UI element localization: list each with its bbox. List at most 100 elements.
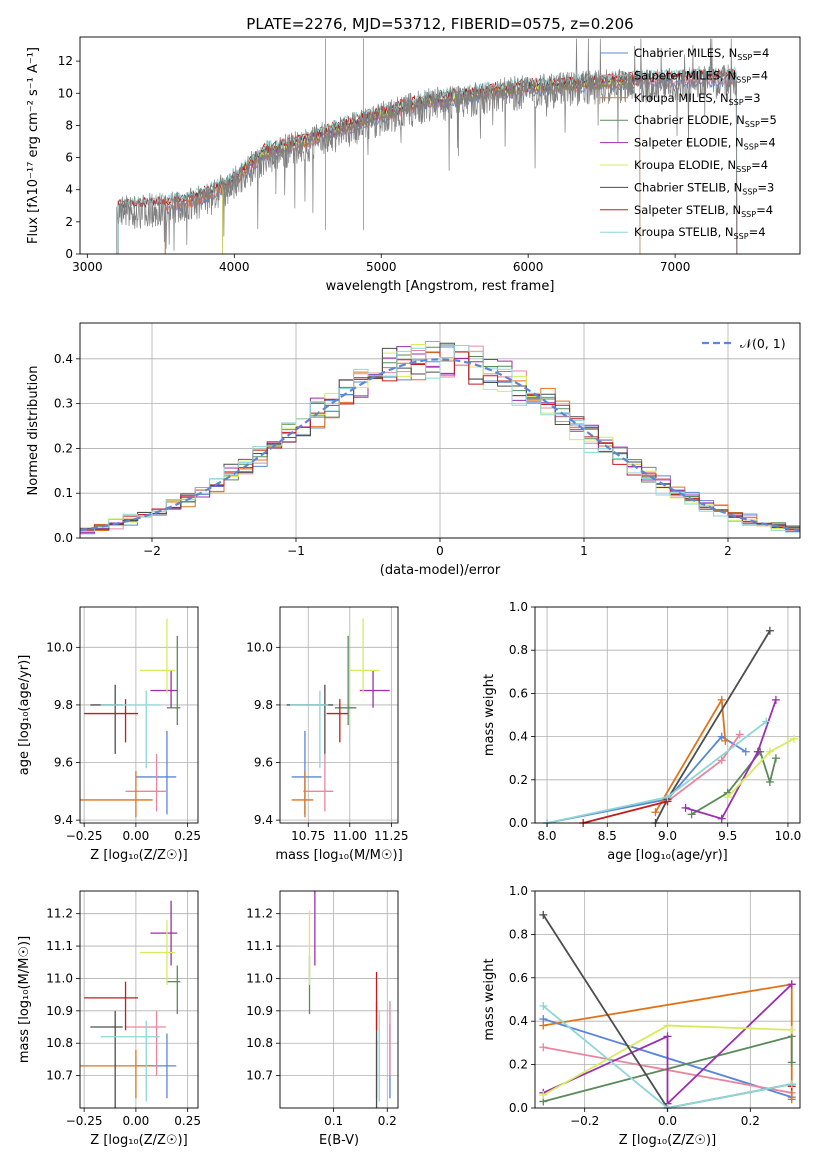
y-tick-label: 0.6 [509,971,528,985]
y-tick-label: 0.4 [509,1014,528,1028]
x-axis-label: wavelength [Angstrom, rest frame] [326,279,555,294]
y-tick-label: 1.0 [509,600,528,614]
axes-frame [279,606,399,824]
x-tick-label: 0.25 [174,1114,201,1128]
y-tick-label: 0.4 [509,730,528,744]
y-tick-label: 11.0 [46,971,73,985]
legend-label: Kroupa ELODIE, NSSP=4 [634,158,768,174]
y-tick-label: 0.2 [54,441,73,455]
y-axis-label: Flux [fλ10⁻¹⁷ erg cm⁻² s⁻¹ A⁻¹] [26,47,41,244]
y-tick-label: 10 [58,86,73,100]
x-tick-label: 0.2 [741,1114,760,1128]
label-part: SSP [741,210,756,219]
x-axis-label: mass [log₁₀(M/M☉)] [275,848,402,863]
y-tick-label: 0.2 [509,773,528,787]
x-tick-label: 2 [724,544,732,558]
z-weight-panel: −0.2 0.0 0.2 0.0 0.2 0.4 0.6 0.8 1.0 Z [log₁₀(Z/Z… [482,884,801,1148]
label-part: =4 [759,136,776,150]
label-part: Chabrier MILES, N [634,46,737,60]
x-tick-label: 0.25 [174,829,201,843]
label-part: SSP [736,75,751,84]
y-tick-label: 0.0 [54,531,73,545]
x-tick-label: 10.75 [291,829,325,843]
plot-area [286,618,390,818]
x-tick-label: 11.25 [374,829,408,843]
y-tick-label: 0 [65,247,73,261]
x-tick-label: 0 [436,544,444,558]
y-tick-label: 0.8 [509,643,528,657]
plot-area [543,626,798,827]
x-tick-label: 11.00 [333,829,367,843]
x-tick-label: 8.0 [537,829,556,843]
legend-label: Kroupa STELIB, NSSP=4 [634,225,766,241]
x-tick-label: 1 [580,544,588,558]
y-tick-label: 0.0 [509,816,528,830]
y-axis-label: age [log₁₀(age/yr)] [17,655,32,776]
plot-area [80,900,181,1108]
mass-weight-line [582,800,668,824]
axes-frame [79,606,199,824]
plot-area [308,891,391,1108]
residual-panel: −2 −1 0 1 2 0.0 0.1 0.2 0.3 0.4 (data-model)/error… [26,322,801,578]
axes-frame [79,322,801,539]
x-tick-label: 0.1 [324,1114,343,1128]
mass-age-panel: 10.75 11.00 11.25 9.4 9.6 9.8 10.0 mass [log₁₀(… [246,606,409,863]
label-part: =4 [756,203,773,217]
x-axis-label: Z [log₁₀(Z/Z☉)] [90,1133,187,1148]
axes-frame [279,890,399,1109]
mass-weight-line [654,697,727,813]
label-part: =4 [751,68,768,82]
legend-label: Salpeter STELIB, NSSP=4 [634,203,773,219]
x-tick-label: 4000 [219,260,250,274]
y-tick-label: 11.0 [246,971,273,985]
y-tick-label: 0.0 [509,1101,528,1115]
y-tick-label: 10.8 [246,1036,273,1050]
x-tick-label: 10.0 [775,829,802,843]
age-weight-panel: 8.0 8.5 9.0 9.5 10.0 0.0 0.2 0.4 0.6 0.8 1.0 age [l… [482,600,801,863]
residual-histogram [80,344,800,533]
observed-spectrum-line [116,38,738,255]
x-tick-label: 9.0 [658,829,677,843]
legend-label: Salpeter ELODIE, NSSP=4 [634,136,776,152]
y-axis-label: mass [log₁₀(M/M☉)] [17,936,32,1063]
x-tick-label: −1 [287,544,305,558]
y-tick-label: 10.7 [246,1069,273,1083]
y-tick-label: 0.2 [509,1058,528,1072]
y-tick-label: 4 [65,183,73,197]
axes-frame [534,890,801,1109]
y-tick-label: 10.9 [46,1004,73,1018]
label-part: =4 [752,46,769,60]
x-tick-label: 0.00 [123,829,150,843]
label-part: Kroupa MILES, N [634,91,729,105]
label-part: =3 [744,91,761,105]
y-tick-label: 10.0 [46,640,73,654]
y-tick-label: 11.2 [246,907,273,921]
x-tick-label: −2 [143,544,161,558]
y-axis-label: mass weight [482,674,497,756]
label-part: SSP [736,165,751,174]
label-part: Salpeter STELIB, N [634,203,741,217]
axes-frame [79,890,199,1109]
label-part: Kroupa STELIB, N [634,225,734,239]
x-axis-label: (data-model)/error [380,563,501,578]
x-tick-label: −0.25 [66,829,103,843]
label-part: =3 [757,180,774,194]
x-tick-label: 0.0 [658,1114,677,1128]
y-tick-label: 10.8 [46,1036,73,1050]
label-part: Chabrier STELIB, N [634,180,742,194]
legend-label: Chabrier ELODIE, NSSP=5 [634,113,777,129]
y-tick-label: 0.6 [509,686,528,700]
y-tick-label: 9.6 [254,756,273,770]
plot-area [116,38,738,255]
y-tick-label: 11.1 [46,939,73,953]
y-tick-label: 1.0 [509,884,528,898]
x-axis-label: Z [log₁₀(Z/Z☉)] [90,848,187,863]
label-part: =4 [749,225,766,239]
label-part: SSP [729,98,744,107]
y-tick-label: 0.4 [54,352,73,366]
y-tick-label: 9.8 [54,698,73,712]
figure-title: PLATE=2276, MJD=53712, FIBERID=0575, z=0… [246,15,633,33]
x-tick-label: 9.5 [718,829,737,843]
